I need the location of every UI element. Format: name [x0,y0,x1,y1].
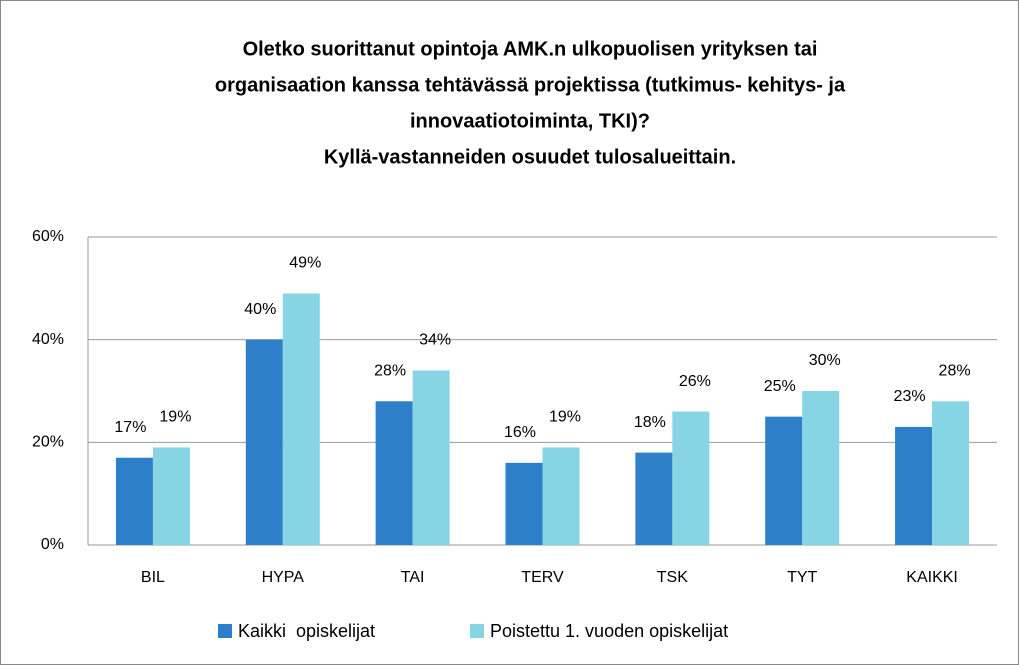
legend-label: Kaikki opiskelijat [238,621,375,641]
value-label: 49% [289,255,321,272]
bar [115,457,153,545]
value-label: 30% [809,352,841,369]
chart-title: innovaatiotoiminta, TKI)? [410,110,650,132]
legend-swatch [470,624,484,638]
x-tick-label: TYT [787,569,817,586]
value-label: 19% [159,409,191,426]
x-tick-label: HYPA [262,569,305,586]
y-tick-label: 0% [41,536,64,553]
legend-label: Poistettu 1. vuoden opiskelijat [490,621,728,641]
value-label: 18% [634,414,666,431]
bar [282,293,320,545]
bar [672,411,710,545]
value-label: 34% [419,332,451,349]
bar [765,416,803,545]
bar [245,339,283,545]
bar [375,401,413,545]
bar [802,391,840,545]
bar [412,370,450,545]
value-label: 23% [894,388,926,405]
chart-title: Kyllä-vastanneiden osuudet tulosalueitta… [324,146,736,168]
x-tick-label: BIL [141,569,165,586]
bar [542,447,580,545]
y-tick-label: 40% [32,331,64,348]
value-label: 26% [679,373,711,390]
bar [152,447,190,545]
legend-swatch [218,624,232,638]
value-label: 40% [244,301,276,318]
value-label: 28% [374,362,406,379]
chart-title: Oletko suorittanut opintoja AMK.n ulkopu… [243,38,818,60]
value-label: 28% [939,362,971,379]
y-tick-label: 20% [32,434,64,451]
chart-title: organisaation kanssa tehtävässä projekti… [215,74,846,96]
bar [932,401,970,545]
bar [635,452,673,545]
bar [505,462,543,545]
value-label: 17% [114,419,146,436]
bar [895,426,933,545]
value-label: 16% [504,424,536,441]
x-tick-label: TSK [657,569,688,586]
value-label: 19% [549,409,581,426]
value-label: 25% [764,378,796,395]
x-tick-label: TAI [401,569,425,586]
x-tick-label: KAIKKI [906,569,958,586]
y-tick-label: 60% [32,228,64,245]
x-tick-label: TERV [521,569,564,586]
